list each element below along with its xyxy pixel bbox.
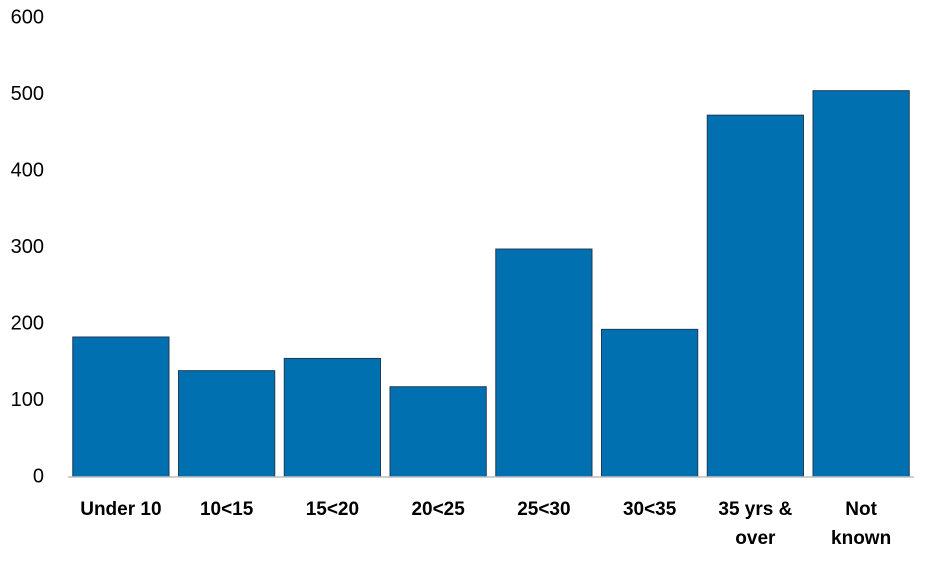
x-tick-label: 35 yrs & over (718, 499, 792, 549)
bar (812, 90, 910, 478)
y-tick-label: 400 (11, 159, 44, 181)
bar (706, 114, 804, 478)
x-tick-label: 30<35 (623, 499, 677, 520)
bar (72, 336, 170, 478)
y-tick-label: 100 (11, 389, 44, 411)
bar (283, 357, 381, 478)
x-tick-label: Under 10 (80, 499, 161, 520)
x-tick-label: 20<25 (411, 499, 465, 520)
x-tick-label: 25<30 (517, 499, 570, 520)
bar (178, 370, 276, 478)
bar (389, 386, 487, 478)
y-tick-label: 600 (11, 6, 44, 28)
bar (495, 248, 593, 478)
y-tick-label: 200 (11, 312, 44, 334)
x-tick-label: 10<15 (200, 499, 254, 520)
x-tick-label: Not known (831, 499, 891, 549)
y-tick-label: 300 (11, 236, 44, 258)
y-tick-label: 0 (33, 465, 44, 487)
bar (601, 328, 699, 478)
y-tick-label: 500 (11, 83, 44, 105)
x-tick-label: 15<20 (306, 499, 359, 520)
